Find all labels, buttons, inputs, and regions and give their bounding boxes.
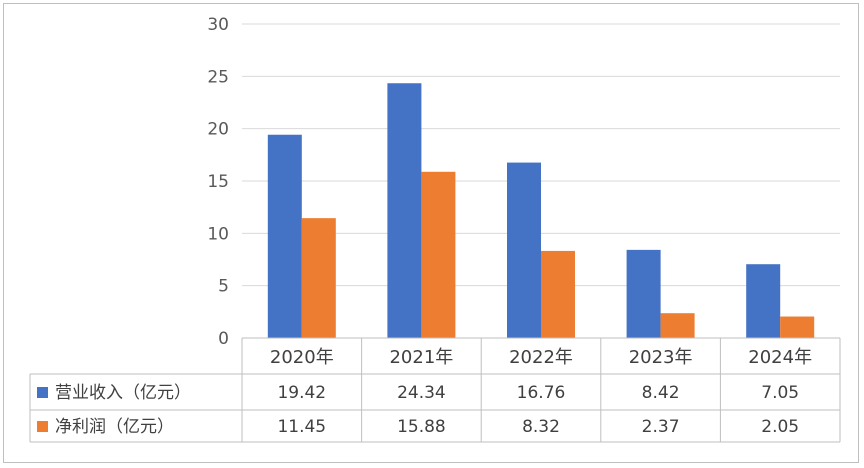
data-label: 15.88 bbox=[397, 417, 446, 437]
legend-key bbox=[37, 421, 48, 432]
x-category-label: 2024年 bbox=[748, 347, 812, 368]
data-label: 19.42 bbox=[277, 383, 326, 403]
y-tick-label: 15 bbox=[207, 172, 229, 192]
bar-net-profit bbox=[541, 250, 575, 338]
data-label: 8.42 bbox=[642, 383, 680, 403]
bar-net-profit bbox=[660, 313, 695, 338]
data-label: 2.37 bbox=[642, 417, 680, 437]
x-category-label: 2023年 bbox=[629, 347, 693, 368]
data-label: 2.05 bbox=[761, 417, 799, 437]
data-label: 8.32 bbox=[522, 417, 560, 437]
bar-revenue bbox=[267, 134, 302, 338]
bar-revenue bbox=[626, 249, 661, 338]
legend-key bbox=[37, 387, 48, 398]
legend-label: 净利润（亿元） bbox=[55, 417, 174, 437]
x-category-label: 2021年 bbox=[389, 347, 453, 368]
bars bbox=[267, 83, 815, 338]
y-tick-label: 25 bbox=[207, 67, 229, 87]
data-label: 11.45 bbox=[277, 417, 326, 437]
y-tick-label: 30 bbox=[207, 15, 229, 35]
data-label: 16.76 bbox=[517, 383, 566, 403]
y-tick-label: 20 bbox=[207, 120, 229, 140]
x-category-label: 2020年 bbox=[270, 347, 334, 368]
bar-revenue bbox=[507, 162, 541, 338]
data-label: 24.34 bbox=[397, 383, 446, 403]
bar-net-profit bbox=[780, 316, 815, 338]
y-tick-label: 0 bbox=[218, 329, 229, 349]
gridlines bbox=[242, 23, 840, 287]
y-tick-label: 5 bbox=[218, 277, 229, 297]
bar-revenue bbox=[746, 264, 781, 338]
bar-revenue bbox=[387, 83, 422, 338]
y-tick-label: 10 bbox=[207, 224, 229, 244]
y-axis-ticks: 0 5 10 15 20 25 30 bbox=[207, 15, 229, 349]
x-category-label: 2022年 bbox=[509, 347, 573, 368]
legend-label: 营业收入（亿元） bbox=[55, 383, 191, 403]
bar-net-profit bbox=[301, 218, 336, 338]
data-label: 7.05 bbox=[761, 383, 799, 403]
bar-net-profit bbox=[421, 171, 456, 338]
